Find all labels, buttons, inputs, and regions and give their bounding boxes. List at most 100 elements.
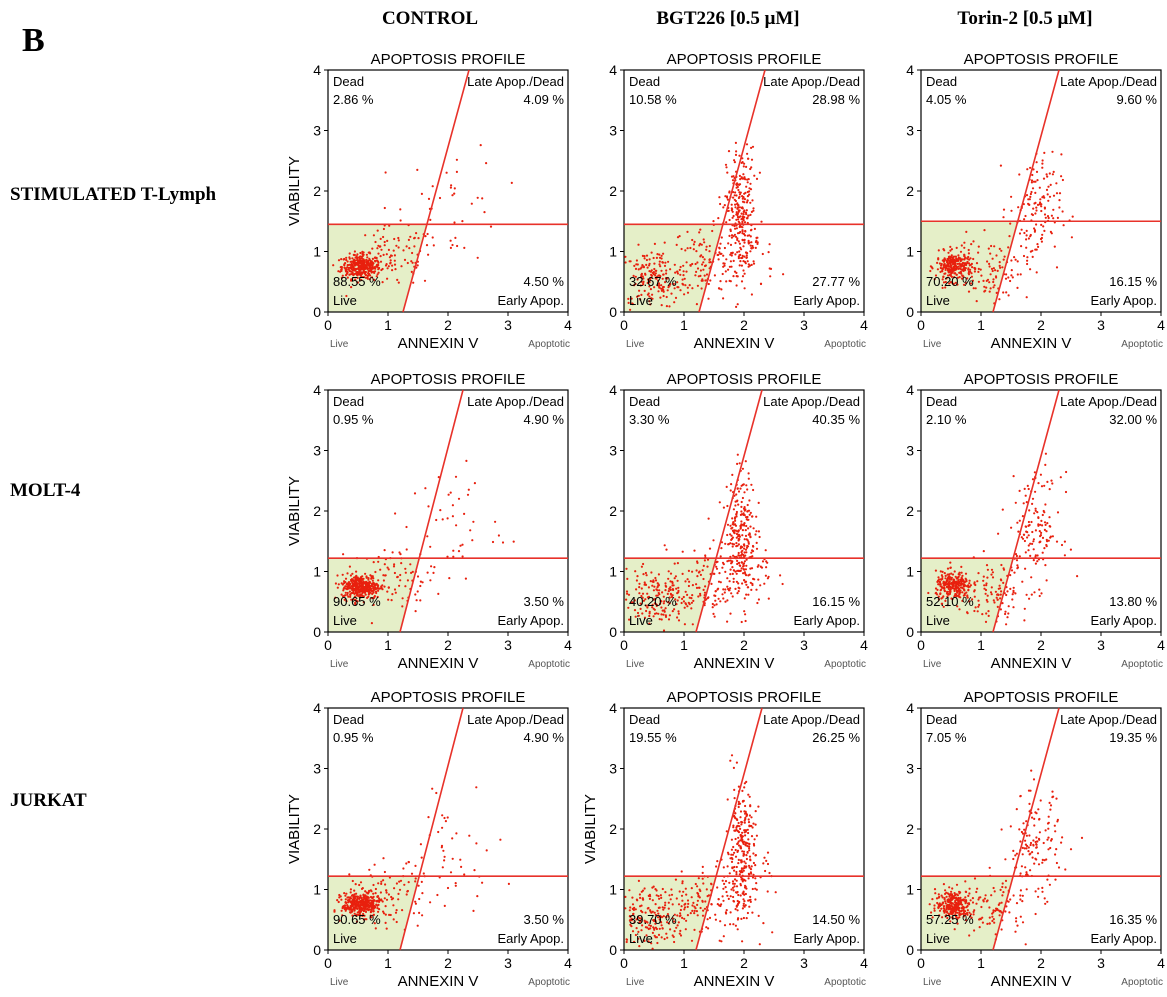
data-point	[750, 835, 754, 838]
data-point	[662, 252, 665, 255]
data-point	[730, 175, 734, 178]
data-point	[461, 220, 464, 223]
data-point	[970, 272, 973, 275]
data-point	[451, 194, 454, 197]
data-point	[736, 562, 739, 566]
y-tick-label: 0	[313, 942, 321, 958]
data-point	[366, 268, 369, 271]
data-point	[986, 568, 990, 571]
data-point	[1038, 831, 1041, 834]
data-point	[720, 903, 723, 906]
data-point	[340, 582, 343, 585]
data-point	[991, 571, 995, 574]
data-point	[1045, 545, 1048, 548]
data-point	[1044, 463, 1047, 466]
data-point	[686, 291, 690, 294]
data-point	[336, 899, 339, 902]
data-point	[984, 592, 987, 595]
data-point	[1015, 902, 1019, 905]
data-point	[963, 258, 966, 261]
data-point	[726, 533, 729, 537]
data-point	[1001, 885, 1004, 889]
data-point	[965, 230, 968, 233]
data-point	[763, 582, 766, 585]
data-point	[363, 267, 367, 271]
data-point	[405, 245, 408, 248]
data-point	[406, 889, 409, 893]
data-point	[377, 267, 380, 270]
data-point	[738, 462, 741, 465]
data-point	[357, 267, 360, 270]
data-point	[360, 268, 363, 271]
data-point	[427, 505, 430, 508]
data-point	[473, 482, 476, 485]
data-point	[955, 893, 958, 896]
data-point	[978, 926, 981, 929]
quadrant-early-label: Early Apop.	[1091, 613, 1158, 628]
data-point	[627, 606, 630, 609]
data-point	[643, 257, 646, 260]
data-point	[722, 935, 725, 938]
data-point	[988, 265, 991, 268]
data-point	[1035, 170, 1039, 173]
data-point	[957, 583, 960, 586]
data-point	[734, 523, 737, 526]
data-point	[451, 515, 454, 518]
data-point	[655, 256, 659, 259]
data-point	[413, 492, 417, 495]
data-point	[1051, 150, 1054, 153]
data-point	[706, 565, 709, 568]
data-point	[414, 610, 417, 613]
data-point	[1008, 235, 1011, 238]
data-point	[367, 584, 370, 588]
x-tick-label: 2	[444, 637, 452, 653]
data-point	[388, 224, 391, 227]
data-point	[358, 577, 361, 580]
data-point	[1004, 277, 1008, 280]
data-point	[353, 595, 357, 598]
data-point	[967, 894, 970, 898]
data-point	[708, 258, 711, 261]
data-point	[1013, 571, 1016, 574]
data-point	[753, 838, 756, 841]
data-point	[749, 581, 752, 584]
data-point	[426, 232, 429, 236]
data-point	[729, 857, 732, 860]
data-point	[739, 526, 742, 529]
data-point	[433, 566, 436, 569]
data-point	[362, 905, 365, 908]
data-point	[736, 899, 739, 903]
data-point	[724, 270, 727, 273]
data-point	[420, 880, 423, 884]
data-point	[988, 866, 991, 869]
data-point	[1058, 199, 1061, 202]
data-point	[1009, 279, 1012, 283]
data-point	[749, 898, 752, 901]
data-point	[716, 560, 719, 563]
quadrant-late-value: 28.98 %	[812, 92, 860, 107]
data-point	[659, 296, 662, 299]
data-point	[707, 894, 711, 897]
gate-diagonal-line	[402, 69, 470, 313]
data-point	[701, 569, 704, 572]
data-point	[663, 906, 666, 909]
data-point	[954, 586, 957, 590]
data-point	[718, 939, 721, 942]
data-point	[1031, 530, 1034, 534]
data-point	[1035, 858, 1038, 861]
data-point	[697, 877, 700, 880]
data-point	[382, 574, 385, 577]
data-point	[641, 897, 644, 901]
data-point	[749, 511, 752, 514]
data-point	[413, 245, 416, 248]
data-point	[356, 253, 359, 256]
data-point	[722, 254, 725, 257]
data-point	[940, 894, 943, 897]
data-point	[1011, 598, 1014, 601]
data-point	[738, 206, 742, 209]
data-point	[647, 278, 650, 281]
data-point	[691, 570, 694, 573]
data-point	[1035, 161, 1038, 164]
y-tick-label: 2	[906, 183, 914, 199]
data-point	[453, 221, 456, 224]
